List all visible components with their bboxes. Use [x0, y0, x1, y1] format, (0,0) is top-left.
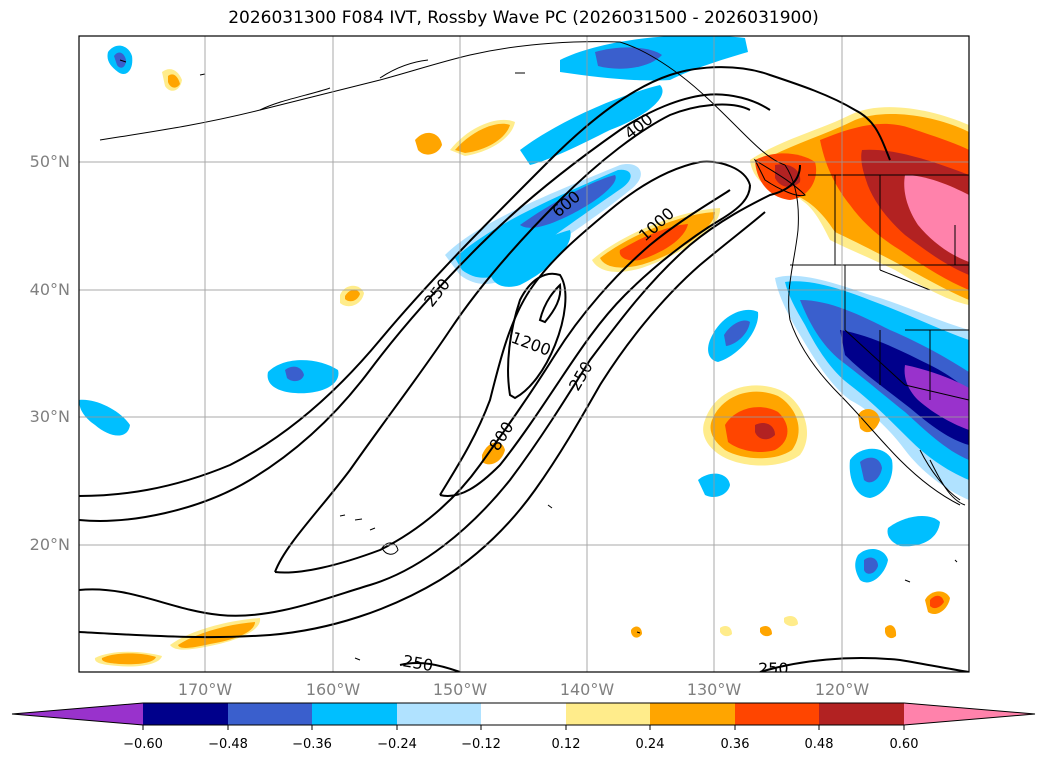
- lon-label-140w: 140°W: [559, 680, 615, 699]
- lon-label-130w: 130°W: [686, 680, 742, 699]
- colorbar-bin-2: [228, 703, 312, 725]
- lon-label-120w: 120°W: [814, 680, 870, 699]
- lat-label-40n: 40°N: [29, 280, 70, 299]
- coastlines: [99, 41, 969, 661]
- map-area: 400 600 1000 250 1200 250 800 250 250: [79, 36, 969, 678]
- colorbar-bin-7: [650, 703, 735, 725]
- colorbar-bin-3: [312, 703, 397, 725]
- colorbar-bin-9: [819, 703, 904, 725]
- colorbar-bin-8: [735, 703, 819, 725]
- lon-label-160w: 160°W: [305, 680, 361, 699]
- colorbar-extend-low: [12, 703, 143, 725]
- colorbar-tick-label: −0.60: [123, 737, 163, 752]
- lat-label-30n: 30°N: [29, 407, 70, 426]
- lon-label-150w: 150°W: [432, 680, 488, 699]
- map-frame: [78, 35, 970, 673]
- colorbar-tick-label: 0.36: [720, 737, 750, 752]
- colorbar-bin-1: [143, 703, 228, 725]
- colorbar-tick-label: −0.24: [377, 737, 417, 752]
- colorbar-extend-high: [904, 703, 1035, 725]
- contour-label-250-c: 250: [401, 651, 434, 675]
- map-title: 2026031300 F084 IVT, Rossby Wave PC (202…: [228, 8, 819, 28]
- lat-label-50n: 50°N: [29, 152, 70, 171]
- gridlines: [79, 36, 969, 672]
- lat-label-20n: 20°N: [29, 535, 70, 554]
- colorbar-tick-label: 0.24: [635, 737, 665, 752]
- colorbar-tick-label: −0.12: [461, 737, 501, 752]
- colorbar-tick-label: −0.48: [208, 737, 248, 752]
- ivt-contours: [79, 66, 969, 672]
- colorbar-bin-4: [397, 703, 481, 725]
- colorbar-tick-label: −0.36: [292, 737, 332, 752]
- lon-label-170w: 170°W: [177, 680, 233, 699]
- colorbar-tick-label: 0.12: [551, 737, 581, 752]
- colorbar-tick-label: 0.48: [804, 737, 834, 752]
- colorbar-bin-5: [481, 703, 566, 725]
- colorbar: [11, 702, 1036, 730]
- contour-label-250-d: 250: [758, 659, 789, 678]
- colorbar-tick-label: 0.60: [889, 737, 919, 752]
- colorbar-bin-6: [566, 703, 650, 725]
